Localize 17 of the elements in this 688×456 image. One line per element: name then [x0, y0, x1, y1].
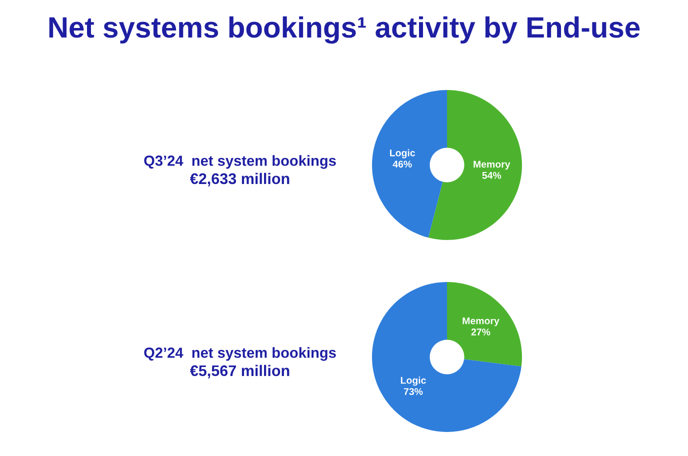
text: Net systems bookings¹ activity by End-use — [49, 16, 640, 44]
text: Q3’24 net system bookings — [144, 155, 336, 169]
donut-slice — [372, 90, 447, 238]
data-label: 46% — [392, 160, 412, 168]
slice-label: Logic — [400, 376, 426, 386]
donut-slice — [428, 90, 522, 240]
donut-slice — [372, 282, 522, 432]
data-label: 27% — [471, 328, 490, 336]
data-label: 54% — [482, 172, 502, 179]
data-label: 73% — [404, 388, 423, 395]
text: Q2’24 net system bookings — [144, 347, 336, 361]
slice-label: Memory — [462, 317, 500, 326]
slice-label: Memory — [474, 160, 510, 170]
text: €2,633 million — [190, 172, 290, 186]
slice-label: Logic — [390, 149, 416, 158]
donut-slice — [447, 282, 522, 366]
text: €5,567 million — [190, 364, 290, 378]
